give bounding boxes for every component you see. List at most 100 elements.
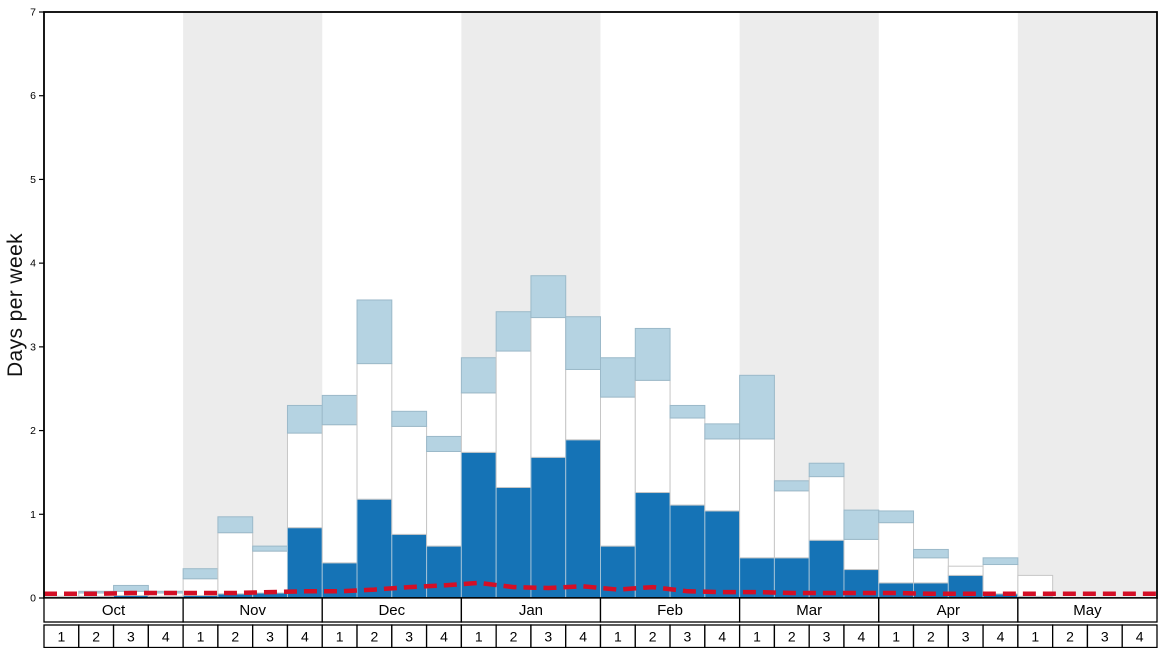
bar-segment-white-middle xyxy=(426,451,462,547)
bar-segment-white-middle xyxy=(321,424,358,564)
bar-segment-white-middle xyxy=(808,476,845,541)
month-label: Feb xyxy=(657,602,683,619)
week-label: 4 xyxy=(718,629,726,645)
bar-segment-white-middle xyxy=(947,565,984,576)
bar-segment-light-blue-top xyxy=(252,545,288,552)
bar-segment-light-blue-top xyxy=(739,374,775,440)
average-dashed-line xyxy=(44,580,1157,597)
y-tick-label: 4 xyxy=(30,258,36,270)
week-label: 2 xyxy=(510,629,518,645)
bar-segment-white-middle xyxy=(530,317,567,458)
y-tick-label: 0 xyxy=(30,593,36,605)
bar-segment-dark-blue-bottom xyxy=(808,539,845,599)
month-cell-dec xyxy=(321,597,463,623)
y-tick-label: 5 xyxy=(30,174,36,186)
bar-segment-dark-blue-bottom xyxy=(634,492,671,599)
bar-segment-light-blue-top xyxy=(565,316,601,370)
bar-segment-white-middle xyxy=(634,379,671,494)
week-label: 3 xyxy=(544,629,552,645)
bar-segment-white-middle xyxy=(1017,574,1054,597)
week-label: 3 xyxy=(1101,629,1109,645)
bar-segment-light-blue-top xyxy=(356,299,393,365)
week-label: 2 xyxy=(1066,629,1074,645)
bar-segment-white-middle xyxy=(669,417,706,506)
bar-segment-light-blue-top xyxy=(704,423,741,440)
month-cell-mar xyxy=(738,597,880,623)
bar-segment-white-middle xyxy=(286,432,323,529)
y-tick-label: 3 xyxy=(30,341,36,353)
week-label: 2 xyxy=(649,629,657,645)
month-label: Oct xyxy=(102,602,126,619)
bar-segment-white-middle xyxy=(704,438,741,512)
bar-segment-white-middle xyxy=(913,557,949,584)
bar-segment-light-blue-top xyxy=(113,584,149,592)
week-label: 2 xyxy=(92,629,100,645)
bar-segment-white-middle xyxy=(391,425,428,535)
week-label: 2 xyxy=(231,629,239,645)
bar-segment-light-blue-top xyxy=(426,435,462,452)
bar-segment-light-blue-top xyxy=(217,516,254,534)
bar-segment-white-middle xyxy=(773,490,810,559)
y-axis-title: Days per week xyxy=(4,232,27,378)
y-tick-label: 1 xyxy=(30,509,36,521)
bar-segment-light-blue-top xyxy=(913,548,949,559)
month-band-may xyxy=(1017,12,1157,598)
bar-segment-dark-blue-bottom xyxy=(530,456,567,599)
bar-segment-light-blue-top xyxy=(182,568,219,580)
bar-segment-dark-blue-bottom xyxy=(426,545,462,599)
week-label: 4 xyxy=(857,629,865,645)
month-label: Jan xyxy=(519,602,543,619)
bar-segment-dark-blue-bottom xyxy=(460,451,497,599)
month-cell-nov xyxy=(182,597,323,623)
bar-segment-light-blue-top xyxy=(600,357,636,398)
week-label: 4 xyxy=(440,629,448,645)
bar-segment-white-middle xyxy=(565,368,601,441)
bar-segment-dark-blue-bottom xyxy=(495,487,532,599)
week-label: 3 xyxy=(127,629,135,645)
bar-segment-light-blue-top xyxy=(321,394,358,426)
bar-segment-dark-blue-bottom xyxy=(704,510,741,599)
week-label: 1 xyxy=(336,629,344,645)
bar-segment-light-blue-top xyxy=(391,410,428,427)
y-tick-label: 2 xyxy=(30,425,36,437)
bar-segment-white-middle xyxy=(600,396,636,547)
bar-segment-dark-blue-bottom xyxy=(669,504,706,599)
week-label: 4 xyxy=(997,629,1005,645)
bar-segment-light-blue-top xyxy=(878,510,915,524)
bar-segment-light-blue-top xyxy=(773,480,810,492)
week-label: 2 xyxy=(371,629,379,645)
month-label: Nov xyxy=(239,602,266,619)
y-tick-label: 7 xyxy=(30,7,36,19)
month-label: Apr xyxy=(937,602,960,619)
bar-segment-white-middle xyxy=(739,438,775,559)
bar-segment-dark-blue-bottom xyxy=(356,498,393,599)
week-label: 1 xyxy=(1031,629,1039,645)
week-label: 4 xyxy=(301,629,309,645)
week-label: 3 xyxy=(823,629,831,645)
bar-segment-white-middle xyxy=(982,564,1019,595)
bar-segment-light-blue-top xyxy=(286,404,323,434)
week-label: 2 xyxy=(788,629,796,645)
bar-segment-white-middle xyxy=(217,532,254,595)
bar-segment-white-middle xyxy=(843,538,880,571)
bar-segment-light-blue-top xyxy=(982,557,1019,566)
bar-segment-light-blue-top xyxy=(808,462,845,478)
bar-segment-dark-blue-bottom xyxy=(286,527,323,599)
month-cell-feb xyxy=(599,597,741,623)
bar-segment-light-blue-top xyxy=(460,357,497,394)
bar-segment-dark-blue-bottom xyxy=(878,582,915,599)
bar-segment-light-blue-top xyxy=(495,311,532,352)
week-label: 3 xyxy=(405,629,413,645)
week-label: 1 xyxy=(475,629,483,645)
week-label: 1 xyxy=(892,629,900,645)
bar-segment-light-blue-top xyxy=(634,327,671,381)
bar-segment-white-middle xyxy=(495,350,532,488)
bar-segment-white-middle xyxy=(356,363,393,500)
bar-segment-light-blue-top xyxy=(530,275,567,319)
week-label: 1 xyxy=(57,629,65,645)
bar-segment-dark-blue-bottom xyxy=(565,439,601,599)
week-label: 1 xyxy=(614,629,622,645)
week-label: 3 xyxy=(962,629,970,645)
